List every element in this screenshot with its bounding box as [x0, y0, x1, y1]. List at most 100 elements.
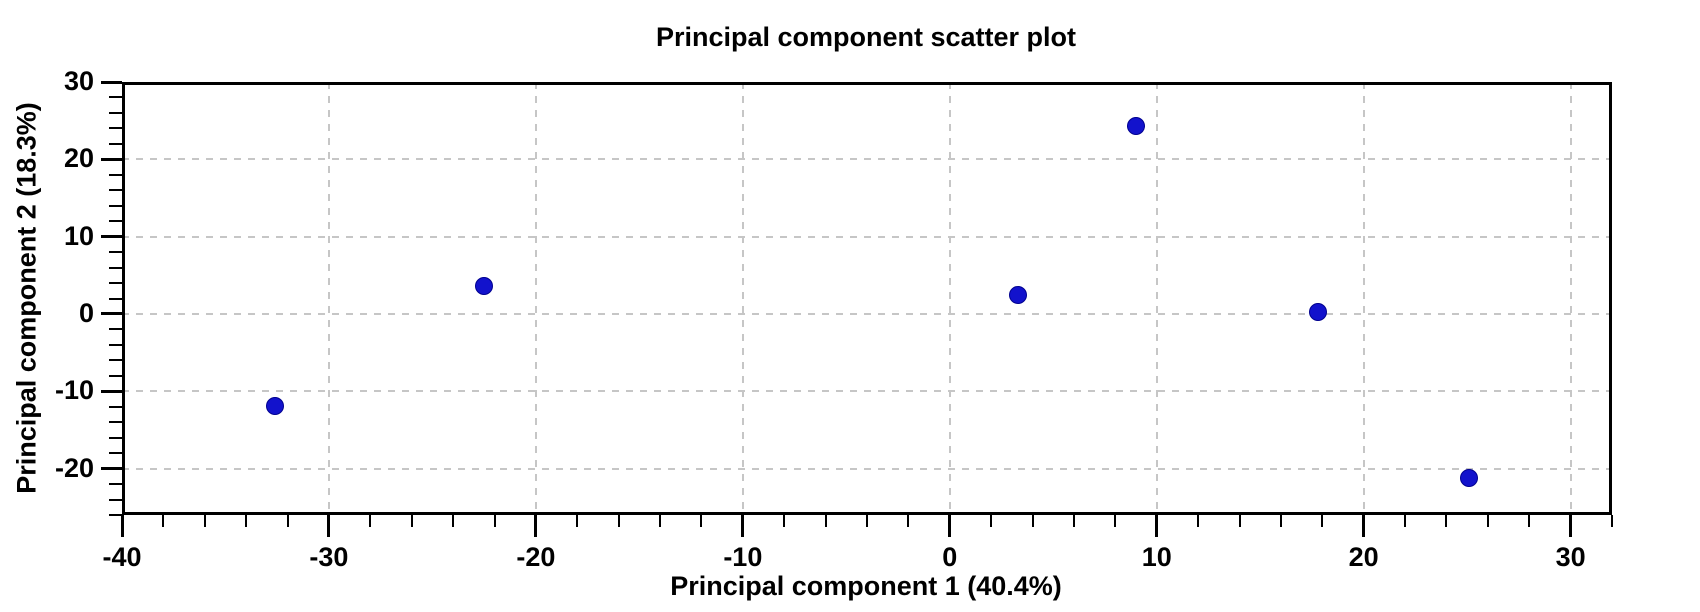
y-axis-tick [109, 498, 122, 501]
x-axis-tick [369, 515, 372, 527]
y-axis-tick [109, 359, 122, 362]
y-tick-label: 10 [63, 220, 94, 251]
gridline-vertical [1362, 82, 1365, 515]
y-axis-tick [101, 235, 122, 239]
data-point [266, 396, 285, 415]
x-axis-tick [617, 515, 620, 527]
x-axis-tick [286, 515, 289, 527]
y-axis-tick [101, 389, 122, 393]
x-axis-tick [1445, 515, 1448, 527]
y-axis-tick [109, 204, 122, 207]
x-axis-tick [327, 515, 331, 537]
x-axis-tick [948, 515, 952, 537]
x-axis-tick [866, 515, 868, 527]
x-axis-tick [907, 515, 910, 527]
y-axis-tick [109, 96, 122, 99]
x-tick-label: -40 [102, 542, 142, 572]
x-axis-tick [1569, 515, 1573, 537]
x-axis-label: Principal component 1 (40.4%) [670, 571, 1062, 601]
x-axis-tick [1611, 515, 1613, 527]
y-axis-tick [109, 282, 122, 285]
x-axis-tick [1486, 515, 1489, 527]
x-axis-tick [245, 515, 248, 527]
y-axis-tick [109, 297, 122, 300]
x-axis-tick [452, 515, 455, 527]
y-axis-tick [109, 436, 122, 439]
y-axis-tick [101, 467, 122, 471]
x-axis-tick [493, 515, 496, 527]
y-tick-label: 20 [63, 143, 94, 174]
y-axis-tick [109, 343, 122, 346]
gridline-horizontal [122, 467, 1612, 470]
x-axis-tick [1362, 515, 1366, 537]
x-axis-tick [1114, 515, 1117, 527]
x-axis-tick [990, 515, 993, 527]
x-axis-tick [1072, 515, 1075, 527]
x-axis-tick [576, 515, 579, 527]
y-tick-label: 30 [63, 66, 94, 96]
x-axis-tick [162, 515, 165, 527]
x-axis-tick [1404, 515, 1407, 527]
y-axis-tick [109, 173, 122, 176]
x-axis-tick [659, 515, 662, 527]
y-axis-tick [109, 142, 122, 145]
x-tick-label: -20 [516, 542, 556, 572]
gridline-horizontal [122, 235, 1612, 238]
y-axis-tick [101, 312, 122, 316]
x-axis-tick [824, 515, 827, 527]
data-point [475, 277, 494, 296]
x-axis-tick [410, 515, 413, 527]
x-axis-tick [700, 515, 703, 527]
plot-area [122, 82, 1612, 515]
data-point [1127, 117, 1146, 136]
x-axis-tick [783, 515, 786, 527]
gridline-vertical [327, 82, 330, 515]
x-axis-tick [203, 515, 206, 527]
x-axis-tick [1197, 515, 1200, 527]
y-axis-tick [109, 266, 122, 269]
y-tick-label: -10 [54, 375, 94, 406]
y-axis-tick [101, 80, 122, 84]
data-point [1460, 468, 1479, 487]
y-tick-label: 0 [78, 297, 94, 328]
y-axis-tick [109, 189, 122, 192]
x-axis-tick [534, 515, 538, 537]
gridline-vertical [948, 82, 951, 515]
x-axis-tick [1321, 515, 1324, 527]
data-point [1009, 285, 1028, 304]
y-axis-tick [109, 328, 122, 331]
x-tick-label: 0 [942, 542, 958, 572]
y-axis-tick [109, 111, 122, 114]
y-axis-tick [109, 514, 122, 516]
x-tick-label: 20 [1348, 542, 1379, 572]
y-axis-tick [109, 452, 122, 455]
gridline-vertical [1569, 82, 1572, 515]
y-axis-tick [109, 483, 122, 486]
data-point [1309, 302, 1328, 321]
y-axis-tick [109, 251, 122, 254]
x-tick-label: 30 [1555, 542, 1586, 572]
x-tick-label: 10 [1141, 542, 1172, 572]
gridline-vertical [1155, 82, 1158, 515]
y-axis-tick [109, 127, 122, 130]
x-tick-label: -10 [723, 542, 763, 572]
gridline-vertical [741, 82, 744, 515]
y-axis-tick [109, 405, 122, 408]
x-axis-tick [1238, 515, 1241, 527]
chart-title: Principal component scatter plot [655, 22, 1077, 52]
gridline-horizontal [122, 312, 1612, 315]
x-axis-tick [120, 515, 124, 537]
x-axis-tick [741, 515, 745, 537]
y-axis-tick [109, 374, 122, 377]
gridline-vertical [534, 82, 537, 515]
x-axis-tick [1031, 515, 1034, 527]
x-axis-tick [1279, 515, 1282, 527]
y-axis-tick [109, 220, 122, 223]
gridline-horizontal [122, 390, 1612, 393]
y-axis-tick [101, 157, 122, 161]
x-tick-label: -30 [309, 542, 349, 572]
gridline-horizontal [122, 158, 1612, 161]
x-axis-tick [1528, 515, 1531, 527]
y-tick-label: -20 [54, 452, 94, 483]
